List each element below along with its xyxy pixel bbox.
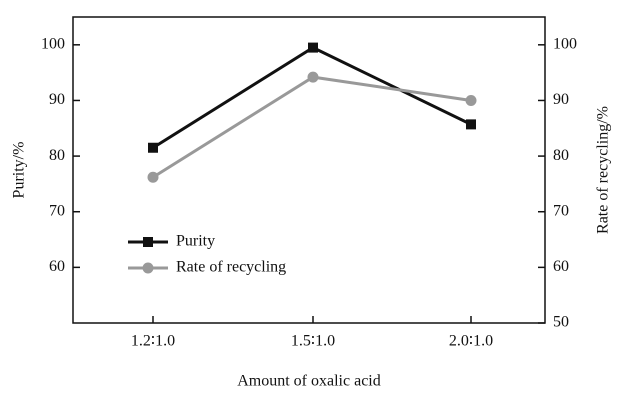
y-tick-label: 60 [49,258,65,275]
x-tick-label: 2.0∶1.0 [449,333,493,350]
data-point [307,71,319,83]
y2-tick-label: 70 [553,202,569,219]
series-line [152,75,472,179]
plot-frame [72,16,546,324]
series-line [152,45,472,150]
y2-tick-label: 50 [553,314,569,331]
data-point [148,142,158,153]
y2-axis-label: Rate of recycling/% [595,106,612,234]
y2-tick-label: 90 [553,91,569,108]
y-tick-label: 70 [49,202,65,219]
data-point [308,42,318,53]
y-axis-label: Purity/% [11,142,28,199]
y2-tick-label: 60 [553,258,569,275]
data-point [465,94,477,106]
x-tick-label: 1.5∶1.0 [291,333,335,350]
y-tick-label: 80 [49,147,65,164]
y-tick-label: 100 [41,35,65,52]
y2-tick-label: 100 [553,35,577,52]
data-point [147,171,159,183]
legend-label: Rate of recycling [176,259,286,276]
x-axis-label: Amount of oxalic acid [237,373,381,390]
data-point [466,119,476,130]
legend-marker [143,237,153,247]
y2-tick-label: 80 [553,147,569,164]
x-tick-label: 1.2∶1.0 [131,333,175,350]
legend-marker [142,262,154,274]
legend-label: Purity [176,233,215,250]
y-tick-label: 90 [49,91,65,108]
